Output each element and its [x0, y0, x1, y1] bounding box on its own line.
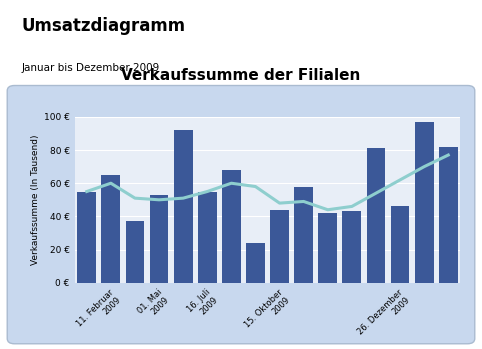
Bar	[391, 206, 410, 283]
Bar	[101, 175, 120, 283]
Y-axis label: Verkaufssumme (In Tausend): Verkaufssumme (In Tausend)	[31, 135, 40, 265]
Text: Januar bis Dezember 2009: Januar bis Dezember 2009	[22, 63, 160, 73]
Bar	[198, 192, 217, 283]
Bar	[77, 192, 96, 283]
FancyBboxPatch shape	[7, 86, 475, 344]
Bar	[125, 221, 144, 283]
Bar	[415, 122, 434, 283]
Bar	[270, 210, 289, 283]
Bar	[294, 186, 313, 283]
Text: Umsatzdiagramm: Umsatzdiagramm	[22, 17, 186, 36]
Bar	[439, 147, 458, 283]
Bar	[246, 243, 265, 283]
Bar	[342, 211, 362, 283]
Bar	[174, 130, 193, 283]
Bar	[222, 170, 241, 283]
Bar	[367, 148, 386, 283]
Bar	[318, 213, 337, 283]
Text: Verkaufssumme der Filialen: Verkaufssumme der Filialen	[121, 68, 361, 82]
Bar	[149, 195, 169, 283]
